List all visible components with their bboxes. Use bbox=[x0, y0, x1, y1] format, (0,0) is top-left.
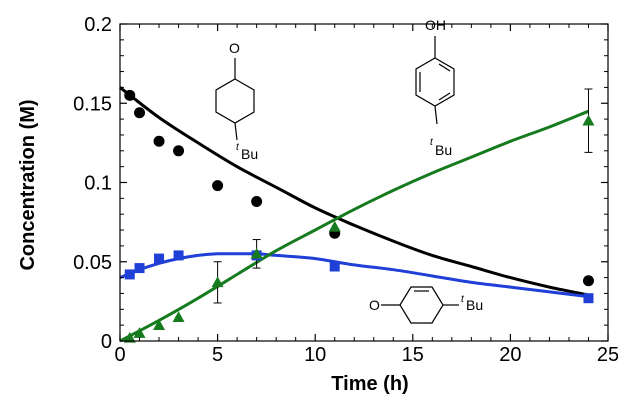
ketone-point bbox=[173, 145, 185, 157]
phenol-point bbox=[211, 276, 224, 288]
phenol-structure bbox=[415, 36, 455, 125]
enone-fit-line bbox=[119, 252, 589, 299]
enone-tbu-prefix: t bbox=[461, 294, 465, 305]
y-tick-label: 0 bbox=[101, 331, 112, 353]
enone-point bbox=[124, 269, 135, 280]
phenol-point bbox=[153, 319, 166, 330]
plot-frame bbox=[119, 23, 609, 342]
ketone-point bbox=[251, 196, 263, 208]
ketone-fit-line bbox=[119, 86, 589, 297]
x-tick-label: 10 bbox=[304, 344, 326, 366]
x-tick-label: 5 bbox=[212, 344, 223, 366]
phenol-point bbox=[328, 220, 341, 232]
data-points bbox=[123, 89, 595, 343]
axis-ticks bbox=[119, 23, 609, 342]
ketone-structure bbox=[215, 58, 255, 141]
phenol-point bbox=[133, 327, 146, 338]
enone-structure bbox=[381, 286, 459, 324]
phenol-fit-line bbox=[119, 109, 590, 343]
x-tick-label: 0 bbox=[114, 344, 125, 366]
x-tick-label: 15 bbox=[402, 344, 424, 366]
y-tick-label: 0.15 bbox=[73, 93, 112, 115]
ketone-point bbox=[134, 107, 146, 119]
ketone-oxygen: O bbox=[229, 40, 240, 56]
enone-point bbox=[329, 261, 340, 272]
y-tick-label: 0.05 bbox=[73, 252, 112, 274]
x-axis-title: Time (h) bbox=[331, 373, 408, 395]
enone-point bbox=[583, 293, 594, 304]
phenol-point bbox=[582, 114, 595, 126]
fit-curves bbox=[119, 86, 590, 343]
enone-point bbox=[134, 263, 145, 274]
x-tick-label: 25 bbox=[597, 344, 618, 366]
phenol-tbu-prefix: t bbox=[430, 137, 434, 148]
phenol-oh: OH bbox=[425, 17, 446, 33]
ketone-point bbox=[124, 89, 136, 101]
enone-point bbox=[173, 250, 184, 261]
ketone-point bbox=[153, 135, 165, 147]
ketone-point bbox=[212, 180, 224, 192]
ketone-point bbox=[582, 275, 594, 287]
ketone-tbu-label: Bu bbox=[241, 146, 258, 162]
ketone-tbu-prefix: t bbox=[236, 142, 240, 153]
x-tick-label: 20 bbox=[499, 344, 521, 366]
enone-oxygen: O bbox=[369, 297, 380, 313]
tick-labels: 0 5 10 15 20 25 0 0.05 0.1 0.15 0.2 bbox=[73, 14, 618, 366]
phenol-tbu-label: Bu bbox=[435, 142, 452, 158]
phenol-point bbox=[250, 247, 263, 259]
phenol-point bbox=[172, 311, 185, 323]
phenol-point bbox=[123, 331, 136, 343]
y-tick-label: 0.2 bbox=[84, 14, 112, 36]
enone-tbu-label: Bu bbox=[466, 297, 483, 313]
y-axis-title: Concentration (M) bbox=[17, 99, 39, 270]
y-tick-label: 0.1 bbox=[84, 173, 112, 195]
enone-point bbox=[154, 253, 165, 264]
